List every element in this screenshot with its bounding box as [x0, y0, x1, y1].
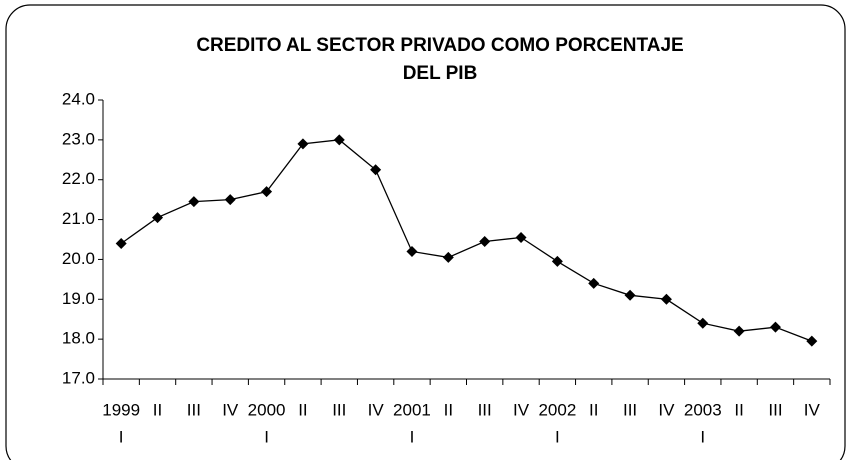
x-tick-label: 2003 — [684, 400, 722, 419]
x-tick-label: IV — [804, 400, 821, 419]
x-tick-label: II — [444, 400, 453, 419]
chart-border — [5, 4, 846, 460]
x-tick-label: I — [264, 427, 269, 446]
y-tick-label: 19.0 — [62, 289, 95, 308]
x-tick-label: I — [119, 427, 124, 446]
marker — [588, 277, 600, 289]
marker — [406, 245, 418, 257]
x-tick-label: I — [555, 427, 560, 446]
marker — [261, 186, 273, 198]
chart-title: CREDITO AL SECTOR PRIVADO COMO PORCENTAJ… — [196, 35, 683, 56]
x-tick-label: IV — [513, 400, 530, 419]
x-tick-label: III — [187, 400, 201, 419]
x-tick-label: II — [153, 400, 162, 419]
marker — [333, 134, 345, 146]
x-tick-label: I — [700, 427, 705, 446]
marker — [442, 251, 454, 263]
x-tick-label: III — [768, 400, 782, 419]
marker — [624, 289, 636, 301]
x-tick-label: II — [589, 400, 598, 419]
x-tick-label: 2000 — [248, 400, 286, 419]
x-tick-label: I — [410, 427, 415, 446]
x-tick-label: IV — [368, 400, 385, 419]
marker — [479, 235, 491, 247]
x-tick-label: III — [623, 400, 637, 419]
x-tick-label: 2002 — [538, 400, 576, 419]
y-tick-label: 24.0 — [62, 89, 95, 108]
marker — [697, 317, 709, 329]
marker — [115, 237, 127, 249]
marker — [806, 335, 818, 347]
marker — [733, 325, 745, 337]
line — [120, 139, 813, 342]
x-tick-label: II — [298, 400, 307, 419]
marker — [152, 212, 164, 224]
marker — [188, 196, 200, 208]
x-tick-label: IV — [658, 400, 675, 419]
marker — [297, 138, 309, 150]
y-tick-label: 22.0 — [62, 169, 95, 188]
marker — [370, 164, 382, 176]
marker — [224, 194, 236, 206]
x-tick-label: III — [332, 400, 346, 419]
chart-title: DEL PIB — [403, 63, 478, 84]
y-tick-label: 23.0 — [62, 129, 95, 148]
marker — [660, 293, 672, 305]
x-tick-label: III — [478, 400, 492, 419]
x-tick-label: II — [734, 400, 743, 419]
x-tick-label: IV — [222, 400, 239, 419]
y-tick-label: 20.0 — [62, 249, 95, 268]
y-tick-label: 21.0 — [62, 209, 95, 228]
x-tick-label: 2001 — [393, 400, 431, 419]
marker — [515, 232, 527, 244]
y-tick-label: 17.0 — [62, 368, 95, 387]
y-tick-label: 18.0 — [62, 329, 95, 348]
marker — [551, 255, 563, 267]
marker — [769, 321, 781, 333]
x-tick-label: 1999 — [102, 400, 140, 419]
